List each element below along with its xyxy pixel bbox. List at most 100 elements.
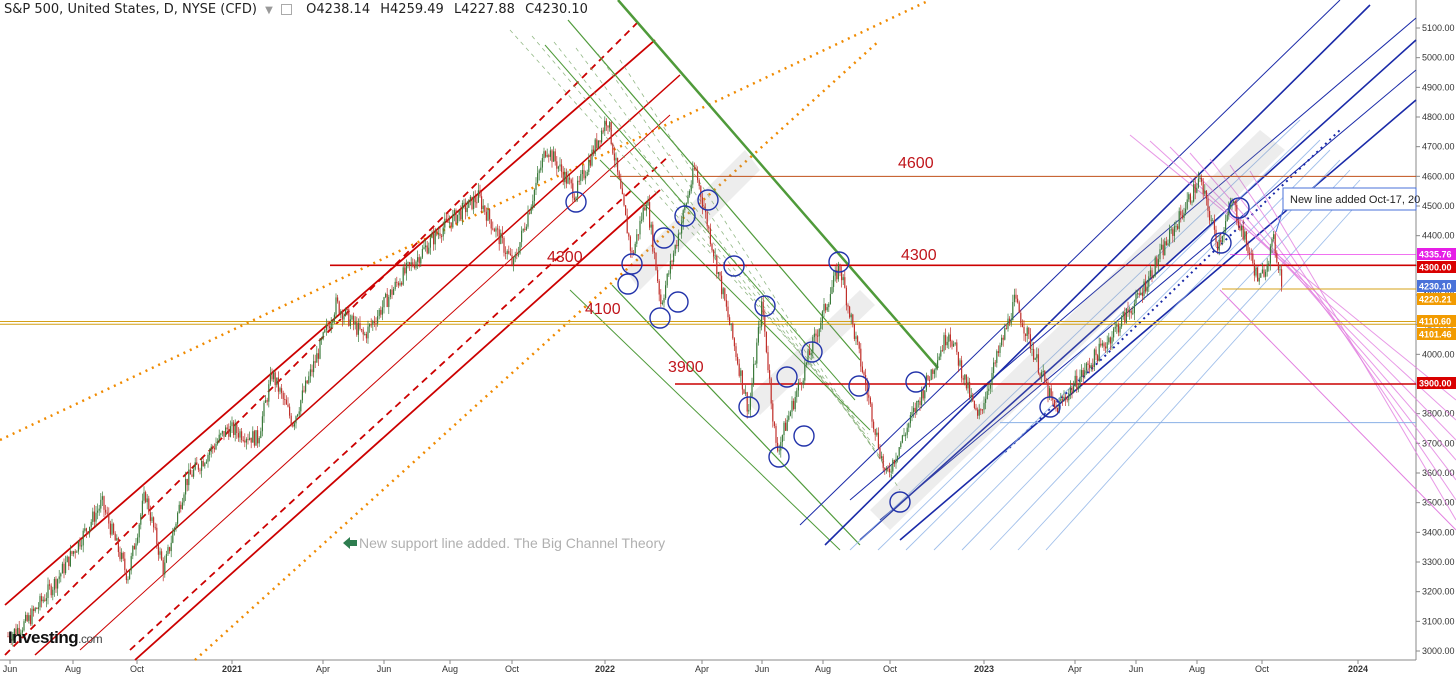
candle-body: [826, 307, 828, 311]
red-channel-line: [134, 189, 661, 661]
candle-body: [1028, 327, 1030, 335]
candle-body: [650, 224, 652, 228]
candle-body: [999, 345, 1001, 353]
touch-circle: [653, 227, 675, 249]
candle-body: [284, 399, 286, 401]
candle-body: [277, 377, 279, 392]
candle-body: [138, 524, 140, 538]
symbol-title[interactable]: S&P 500, United States, D, NYSE (CFD): [4, 2, 257, 17]
candle-body: [148, 498, 150, 513]
candle-body: [951, 341, 953, 347]
y-tick-label: 3200.00: [1422, 587, 1455, 597]
candle-body: [1260, 273, 1262, 278]
x-tick-label: Apr: [1068, 664, 1082, 674]
candle-body: [217, 441, 219, 444]
candle-body: [436, 230, 438, 235]
candle-body: [1009, 318, 1011, 324]
candle-body: [620, 178, 622, 189]
candle-body: [164, 562, 166, 575]
candle-body: [351, 315, 353, 320]
candle-body: [1269, 246, 1271, 264]
candle-body: [546, 155, 548, 157]
candle-body: [55, 578, 57, 589]
candle-body: [1004, 328, 1006, 340]
touch-circle: [617, 273, 639, 295]
candle-body: [924, 390, 926, 399]
candle-body: [1197, 178, 1199, 188]
candle-body: [418, 257, 420, 264]
touch-circle: [768, 446, 790, 468]
y-tick-label: 3100.00: [1422, 616, 1455, 626]
candle-body: [585, 175, 587, 179]
candle-body: [698, 180, 700, 186]
y-tick-label: 4500.00: [1422, 201, 1455, 211]
candle-body: [447, 219, 449, 223]
candle-body: [993, 362, 995, 373]
candle-body: [162, 560, 164, 575]
candle-body: [25, 614, 27, 622]
candle-body: [37, 607, 39, 609]
candle-body: [151, 517, 153, 521]
candle-body: [1263, 269, 1265, 277]
candle-body: [210, 446, 212, 453]
candle-body: [1231, 202, 1233, 205]
candle-body: [593, 149, 595, 155]
candle-body: [338, 301, 340, 314]
close-value: C4230.10: [525, 2, 588, 17]
candle-body: [1127, 308, 1129, 313]
candle-body: [36, 607, 38, 609]
candle-body: [594, 139, 596, 155]
candle-body: [266, 400, 268, 402]
candle-body: [591, 149, 593, 166]
candle-body: [956, 342, 958, 352]
candle-body: [109, 523, 111, 535]
annotations: New support line added. The Big Channel …: [343, 187, 1420, 551]
candle-body: [793, 400, 795, 410]
candle-body: [241, 431, 243, 440]
candle-body: [1156, 257, 1158, 266]
candle-body: [765, 331, 767, 353]
candle-body: [701, 197, 703, 208]
candle-body: [340, 311, 342, 314]
chevron-down-icon[interactable]: ▼: [265, 5, 273, 16]
candle-body: [471, 196, 473, 210]
candle-body: [415, 261, 417, 268]
candle-body: [405, 263, 407, 274]
candle-body: [1085, 363, 1087, 371]
candle-body: [93, 511, 95, 522]
candle-body: [775, 426, 777, 443]
candle-body: [1093, 349, 1095, 367]
candle-body: [463, 202, 465, 204]
candle-body: [937, 360, 939, 368]
candle-body: [1273, 234, 1275, 239]
candle-body: [1071, 387, 1073, 393]
candle-body: [108, 513, 110, 524]
touch-circle: [889, 491, 911, 513]
candle-body: [567, 177, 569, 184]
shaded-band: [870, 130, 1285, 530]
candle-body: [717, 272, 719, 274]
candle-body: [1205, 190, 1207, 199]
candle-body: [393, 288, 395, 295]
candle-body: [847, 305, 849, 307]
candle-body: [1153, 275, 1155, 278]
candle-body: [1170, 229, 1172, 231]
candle-body: [919, 400, 921, 406]
lightblue-channel-line: [989, 169, 1351, 551]
candle-body: [693, 168, 695, 170]
candle-body: [996, 351, 998, 363]
candle-body: [145, 492, 147, 503]
candle-body: [279, 388, 281, 392]
candle-body: [719, 272, 721, 276]
candle-body: [861, 366, 863, 373]
settings-box-icon[interactable]: [280, 4, 292, 15]
touch-circle: [905, 371, 927, 393]
lightblue-channel-line: [849, 119, 1301, 551]
candle-body: [317, 353, 319, 359]
candle-body: [850, 314, 852, 318]
candle-body: [1140, 292, 1142, 295]
candle-body: [348, 309, 350, 326]
candle-body: [1025, 333, 1027, 336]
